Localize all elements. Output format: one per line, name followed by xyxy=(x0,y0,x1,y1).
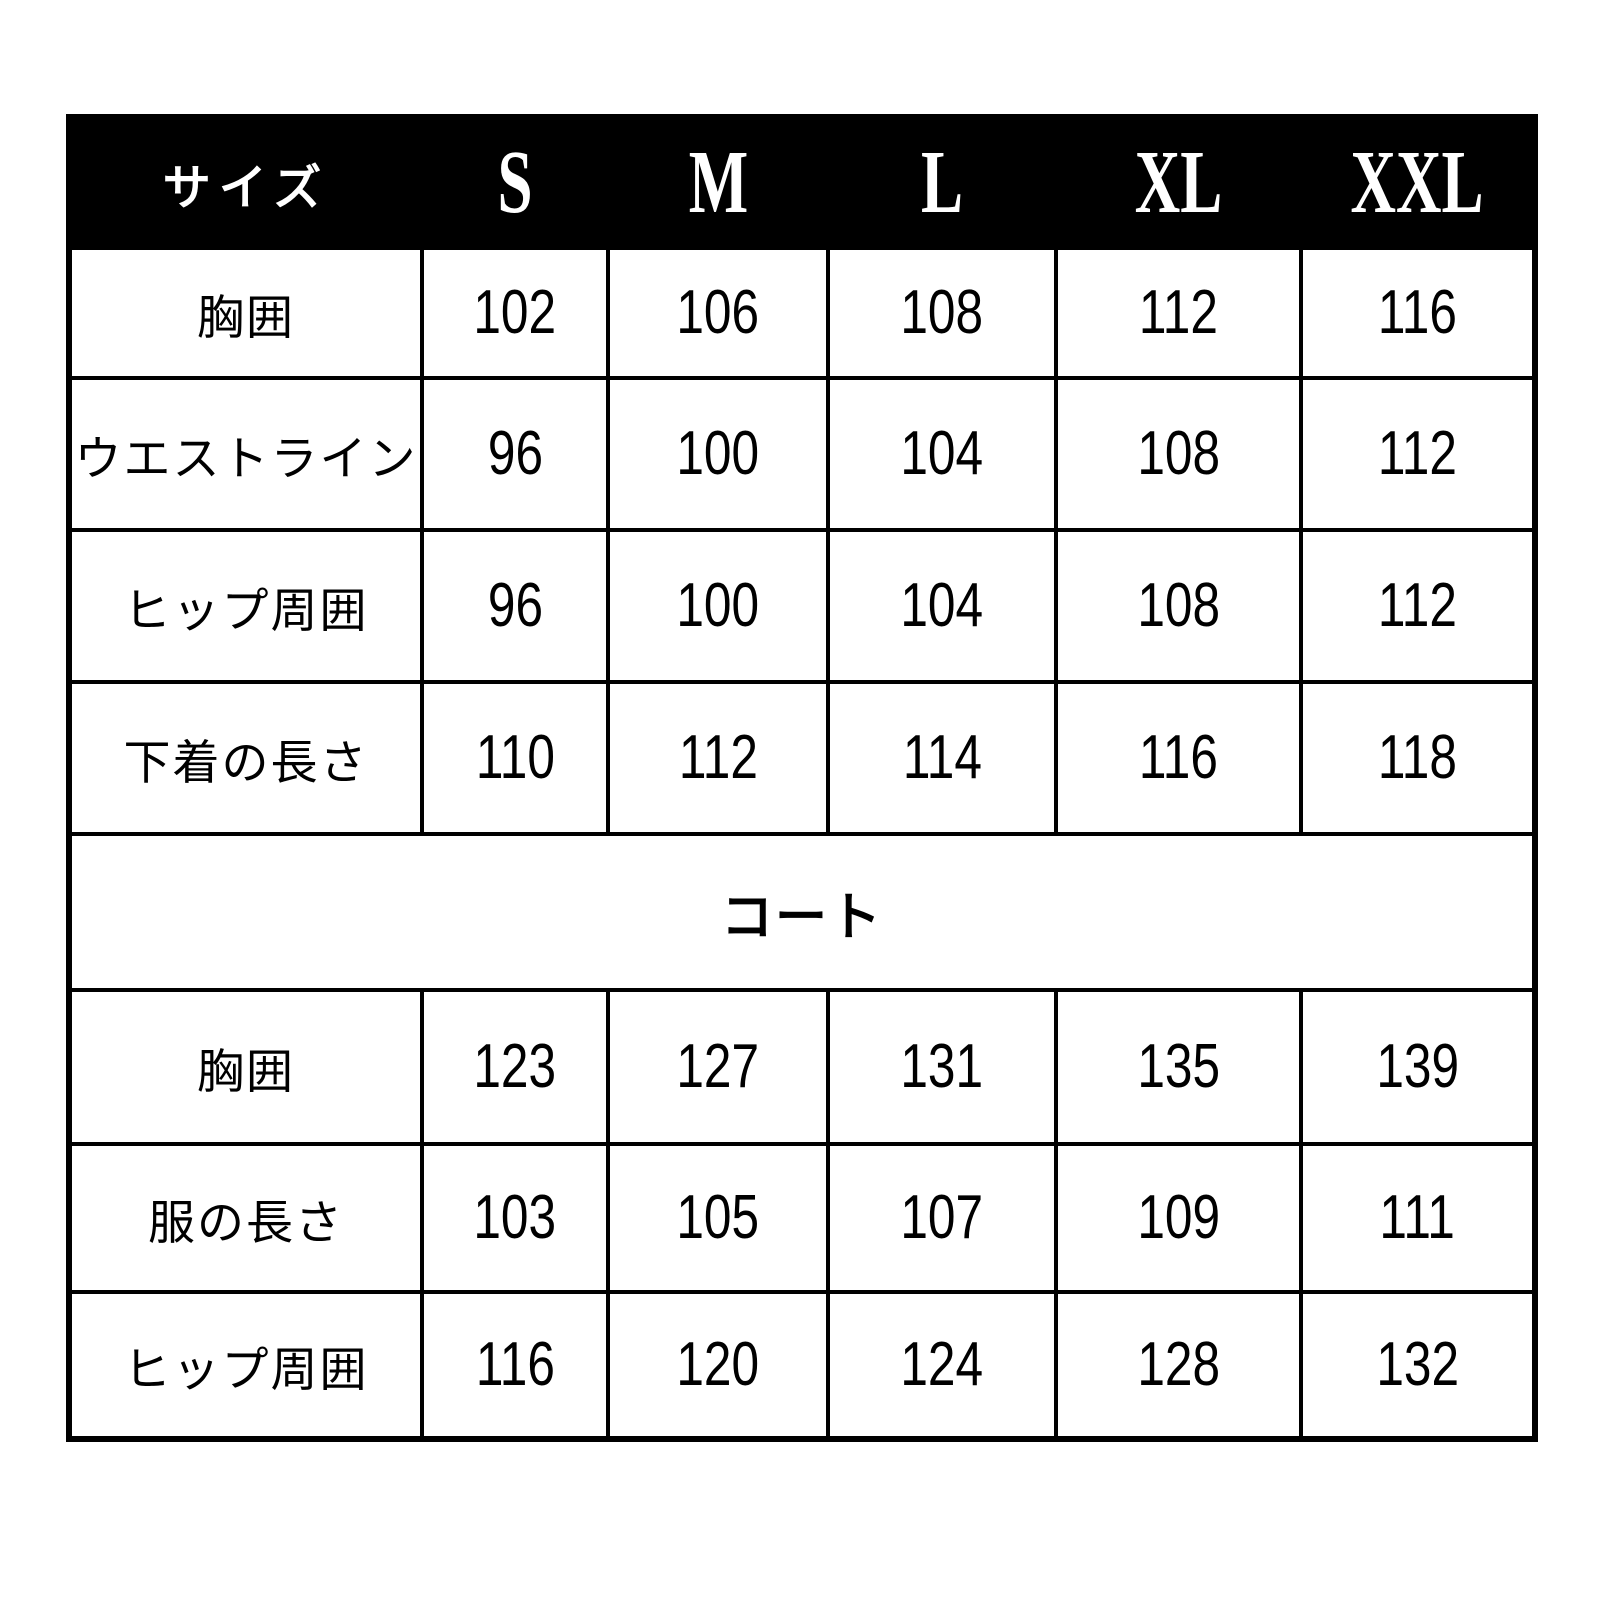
value-cell: 116 xyxy=(424,1294,606,1436)
table-header-row: サイズ S M L XL XXL xyxy=(72,120,1532,246)
value-cell: 106 xyxy=(610,250,826,376)
header-cell-l: L xyxy=(830,120,1054,246)
size-chart-table: サイズ S M L XL XXL 胸囲 xyxy=(66,114,1538,1442)
row-label-cell: ヒップ周囲 xyxy=(72,1294,420,1436)
value-cell: 123 xyxy=(424,992,606,1142)
coat-section-label: コート xyxy=(720,888,883,947)
row-label-cell: ヒップ周囲 xyxy=(72,532,420,680)
row-label-underwear-length: 下着の長さ xyxy=(123,735,369,789)
row-label-chest: 胸囲 xyxy=(197,290,295,344)
size-l-label: L xyxy=(920,133,964,232)
value-cell: 105 xyxy=(610,1146,826,1290)
value-cell: 132 xyxy=(1303,1294,1532,1436)
header-cell-xxl: XXL xyxy=(1303,120,1532,246)
header-cell-m: M xyxy=(610,120,826,246)
row-label-waistline: ウエストライン xyxy=(74,431,418,485)
value-cell: 100 xyxy=(610,380,826,528)
coat-row-label-garment-length: 服の長さ xyxy=(148,1195,344,1249)
value-cell: 112 xyxy=(1058,250,1299,376)
size-s-label: S xyxy=(497,133,533,232)
value-cell: 116 xyxy=(1058,684,1299,832)
header-cell-s: S xyxy=(424,120,606,246)
value-cell: 112 xyxy=(1303,532,1532,680)
value-cell: 135 xyxy=(1058,992,1299,1142)
coat-row-label-chest: 胸囲 xyxy=(197,1044,295,1098)
value-cell: 103 xyxy=(424,1146,606,1290)
coat-row-label-hip: ヒップ周囲 xyxy=(123,1342,369,1396)
header-cell-xl: XL xyxy=(1058,120,1299,246)
value-cell: 104 xyxy=(830,380,1054,528)
value-cell: 114 xyxy=(830,684,1054,832)
value-cell: 111 xyxy=(1303,1146,1532,1290)
value-cell: 127 xyxy=(610,992,826,1142)
header-cell-size: サイズ xyxy=(72,120,420,246)
size-xxl-label: XXL xyxy=(1350,133,1485,232)
value-cell: 104 xyxy=(830,532,1054,680)
value-cell: 116 xyxy=(1303,250,1532,376)
size-m-label: M xyxy=(688,133,748,232)
value-cell: 124 xyxy=(830,1294,1054,1436)
value-cell: 139 xyxy=(1303,992,1532,1142)
value-cell: 109 xyxy=(1058,1146,1299,1290)
value-cell: 118 xyxy=(1303,684,1532,832)
value-cell: 112 xyxy=(1303,380,1532,528)
coat-section-header: コート xyxy=(72,836,1532,988)
value-cell: 100 xyxy=(610,532,826,680)
value-cell: 128 xyxy=(1058,1294,1299,1436)
value-cell: 102 xyxy=(424,250,606,376)
size-xl-label: XL xyxy=(1134,133,1223,232)
row-label-cell: 下着の長さ xyxy=(72,684,420,832)
value-cell: 96 xyxy=(424,380,606,528)
value-cell: 112 xyxy=(610,684,826,832)
row-label-cell: 服の長さ xyxy=(72,1146,420,1290)
value-cell: 108 xyxy=(1058,380,1299,528)
value-cell: 108 xyxy=(830,250,1054,376)
value-cell: 108 xyxy=(1058,532,1299,680)
value-cell: 96 xyxy=(424,532,606,680)
value-cell: 110 xyxy=(424,684,606,832)
row-label-cell: 胸囲 xyxy=(72,250,420,376)
size-column-title: サイズ xyxy=(162,162,330,215)
value-cell: 131 xyxy=(830,992,1054,1142)
table-header-grid: サイズ S M L XL XXL xyxy=(72,120,1532,246)
value-cell: 120 xyxy=(610,1294,826,1436)
row-label-cell: 胸囲 xyxy=(72,992,420,1142)
value-cell: 107 xyxy=(830,1146,1054,1290)
row-label-cell: ウエストライン xyxy=(72,380,420,528)
row-label-hip: ヒップ周囲 xyxy=(123,583,369,637)
